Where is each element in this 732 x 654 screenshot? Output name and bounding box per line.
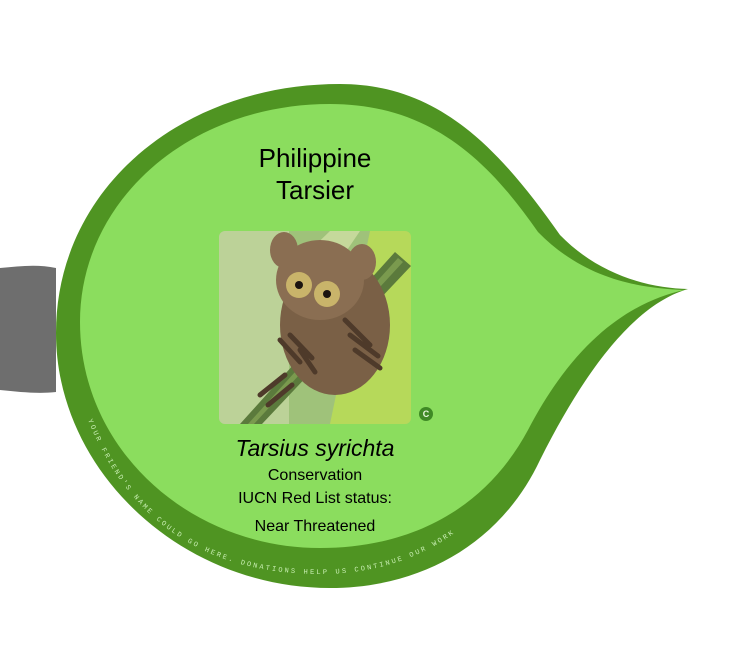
species-photo-art	[219, 231, 411, 424]
status-value: Near Threatened	[254, 518, 376, 535]
common-name-line-1: Philippine	[258, 143, 372, 173]
species-common-name: Philippine Tarsier	[215, 142, 415, 206]
species-photo[interactable]	[219, 231, 411, 424]
status-heading-2: IUCN Red List status:	[238, 490, 392, 507]
common-name-line-2: Tarsier	[275, 175, 354, 205]
copyright-icon[interactable]: C	[419, 407, 433, 421]
scientific-name: Tarsius syrichta	[235, 435, 395, 461]
status-heading-1: Conservation	[267, 467, 363, 484]
side-tab[interactable]	[0, 265, 56, 393]
